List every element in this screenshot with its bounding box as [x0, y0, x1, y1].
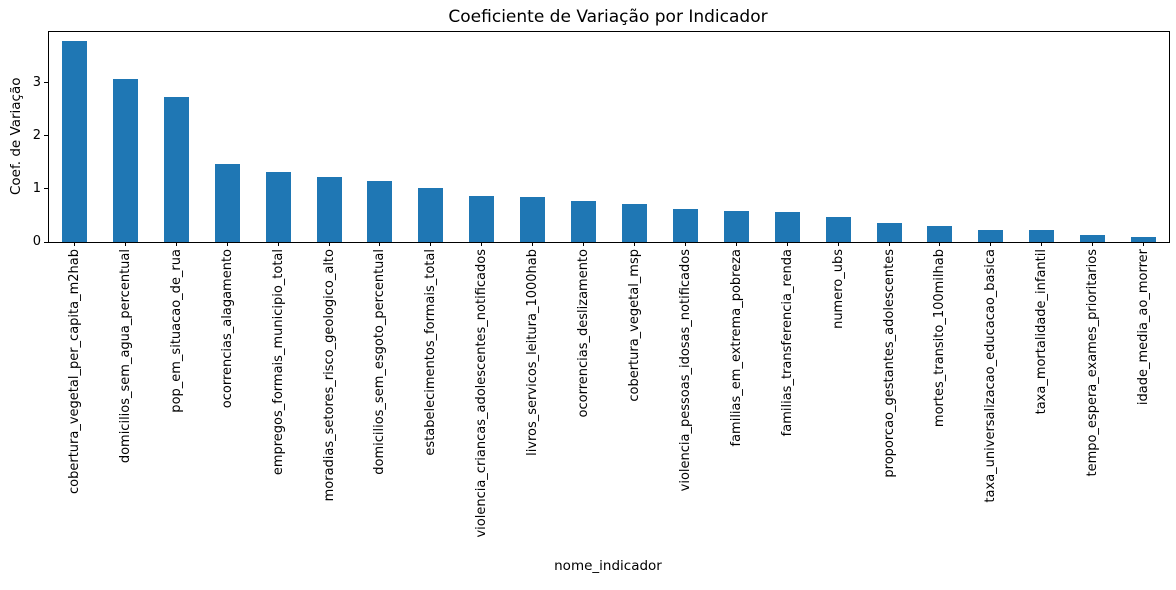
x-tick-mark — [990, 242, 992, 246]
chart-title: Coeficiente de Variação por Indicador — [448, 7, 768, 27]
bar — [1029, 230, 1055, 242]
x-tick-label: proporcao_gestantes_adolescentes — [881, 249, 897, 478]
x-tick-mark — [1143, 242, 1145, 246]
x-tick-label: violencia_pessoas_idosas_notificados — [677, 249, 693, 492]
y-tick-mark — [44, 188, 49, 190]
bar — [571, 200, 597, 242]
y-tick-label: 2 — [32, 127, 41, 143]
x-tick-mark — [430, 242, 432, 246]
x-tick-mark — [328, 242, 330, 246]
x-tick-mark — [226, 242, 228, 246]
x-tick-mark — [939, 242, 941, 246]
x-tick-label: taxa_universalizacao_educacao_basica — [983, 249, 999, 503]
x-tick-mark — [175, 242, 177, 246]
bar — [723, 210, 749, 242]
bar — [163, 97, 189, 242]
x-tick-label: pop_em_situacao_de_rua — [168, 249, 184, 413]
x-tick-mark — [735, 242, 737, 246]
x-tick-mark — [532, 242, 534, 246]
y-tick-label: 3 — [32, 74, 41, 90]
bar — [469, 196, 495, 242]
y-axis-label: Coef. de Variação — [8, 77, 24, 195]
x-tick-mark — [888, 242, 890, 246]
bar — [61, 41, 87, 242]
x-tick-label: violencia_criancas_adolescentes_notifica… — [474, 249, 490, 538]
x-tick-mark — [786, 242, 788, 246]
x-tick-label: moradias_setores_risco_geologico_alto — [321, 249, 337, 502]
x-tick-mark — [684, 242, 686, 246]
bar — [825, 217, 851, 242]
bar — [316, 176, 342, 242]
bar — [265, 172, 291, 242]
x-tick-label: tempo_espera_exames_prioritarios — [1085, 249, 1101, 477]
x-tick-mark — [1092, 242, 1094, 246]
plot-area: 0 1 2 3 cobertura_vegetal_per_capita_m2hab do… — [33, 31, 1170, 538]
y-tick-mark — [44, 241, 49, 243]
x-tick-mark — [379, 242, 381, 246]
bar — [520, 197, 546, 242]
x-tick-label: familias_em_extrema_pobreza — [728, 249, 744, 447]
bar — [978, 229, 1004, 242]
bar — [214, 163, 240, 242]
x-tick-label: empregos_formais_municipio_total — [270, 249, 286, 476]
bar — [927, 226, 953, 242]
x-tick-label: taxa_mortalidade_infantil — [1034, 249, 1050, 415]
x-tick-label: cobertura_vegetal_msp — [626, 249, 642, 402]
bar — [621, 203, 647, 242]
x-tick-label: ocorrencias_alagamento — [219, 249, 235, 409]
x-tick-mark — [124, 242, 126, 246]
x-tick-label: mortes_transito_100milhab — [932, 249, 948, 428]
x-tick-mark — [277, 242, 279, 246]
bar — [876, 222, 902, 242]
bar — [774, 212, 800, 242]
x-axis-label: nome_indicador — [554, 558, 662, 574]
x-tick-mark — [633, 242, 635, 246]
x-tick-mark — [1041, 242, 1043, 246]
bar — [1080, 235, 1106, 242]
x-tick-label: livros_servicos_leitura_1000hab — [525, 249, 541, 456]
bar — [1131, 237, 1157, 242]
x-tick-mark — [583, 242, 585, 246]
x-tick-mark — [481, 242, 483, 246]
x-tick-label: numero_ubs — [830, 249, 846, 329]
y-tick-mark — [44, 135, 49, 137]
x-tick-mark — [73, 242, 75, 246]
x-tick-label: idade_media_ao_morrer — [1136, 249, 1152, 406]
x-tick-label: estabelecimentos_formais_total — [423, 249, 439, 456]
bar — [367, 180, 393, 242]
y-tick-label: 1 — [32, 180, 41, 196]
x-tick-label: familias_transferencia_renda — [779, 249, 795, 437]
y-tick-mark — [44, 82, 49, 83]
x-tick-mark — [837, 242, 839, 246]
x-tick-label: domicilios_sem_esgoto_percentual — [372, 249, 388, 475]
x-tick-label: ocorrencias_deslizamento — [576, 249, 592, 418]
bar — [112, 79, 138, 242]
bar — [672, 209, 698, 242]
x-tick-label: domicilios_sem_agua_percentual — [117, 249, 133, 464]
bar — [418, 188, 444, 242]
x-tick-label: cobertura_vegetal_per_capita_m2hab — [66, 249, 82, 494]
y-tick-label: 0 — [32, 234, 41, 249]
